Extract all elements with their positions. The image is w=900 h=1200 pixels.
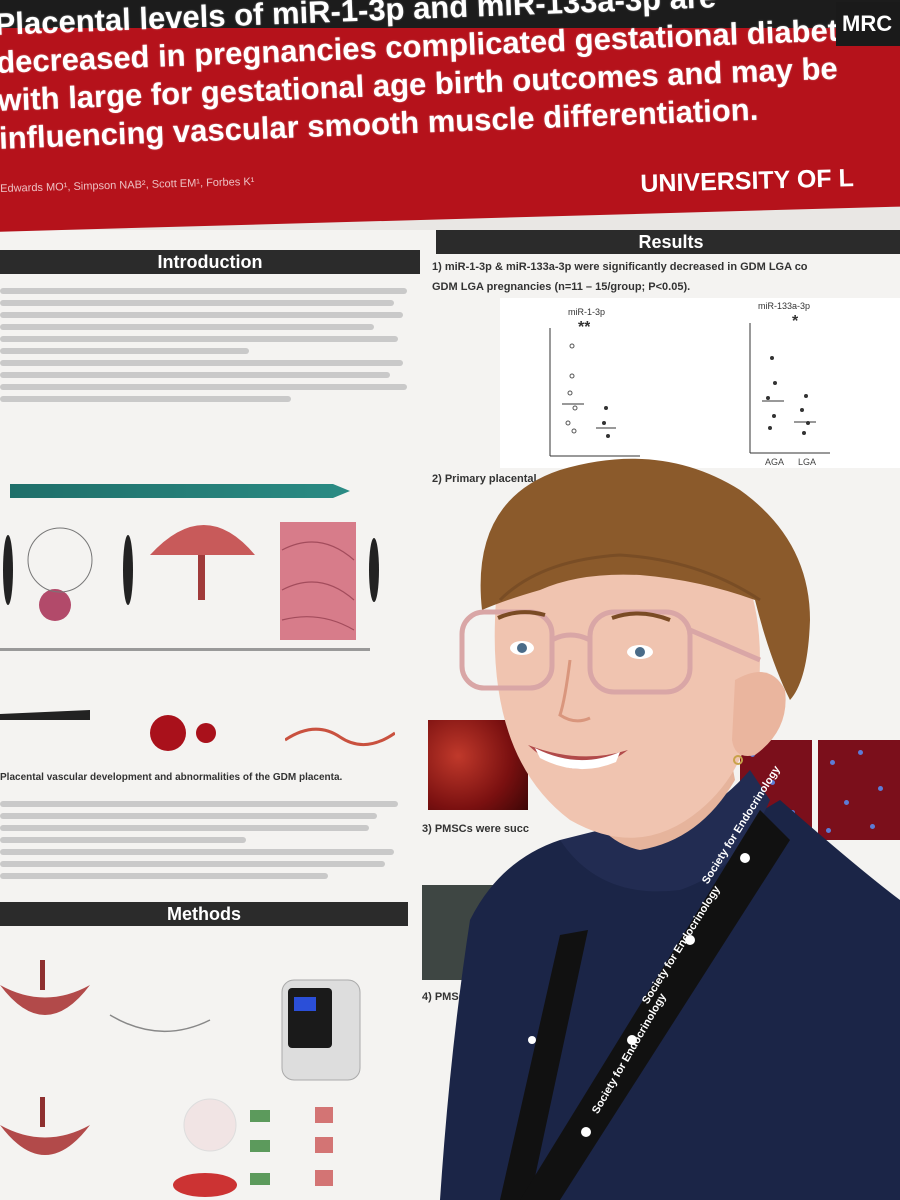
introduction-text <box>0 282 415 462</box>
lanyard-right <box>520 810 790 1200</box>
earring-icon <box>733 755 743 765</box>
introduction-header: Introduction <box>0 250 420 274</box>
mir-chart-panel: miR-1-3p miR-133a-3p ** * <box>500 298 900 468</box>
results-finding-4: 4) PMSC <box>422 991 467 1003</box>
lanyard-left <box>500 930 588 1200</box>
significance-mir1: ** <box>578 320 591 335</box>
significance-mir133: * <box>792 314 799 329</box>
methods-figure <box>0 935 420 1200</box>
results-finding-1: 1) miR-1-3p & miR-133a-3p were significa… <box>432 261 808 273</box>
results-header: Results <box>436 230 900 254</box>
xlabel-lga: LGA <box>798 457 817 467</box>
hair <box>480 458 810 700</box>
xlabel-aga: AGA <box>765 457 785 467</box>
placenta-diagram <box>0 522 379 651</box>
intro-aims-text <box>0 795 410 905</box>
gdm-abnormalities-figure: Placental vascular development and abnor… <box>0 700 420 810</box>
microscopy-image-3 <box>818 740 900 840</box>
results-finding-1b: GDM LGA pregnancies (n=11 – 15/group; P<… <box>432 281 691 293</box>
chart-title-mir1: miR-1-3p <box>568 307 606 317</box>
figure-caption: Placental vascular development and abnor… <box>0 772 343 783</box>
poster-top-edge <box>0 0 900 28</box>
methods-header: Methods <box>0 902 408 926</box>
results-finding-3: 3) PMSCs were succ <box>422 823 529 835</box>
mrc-logo: MRC <box>836 2 900 46</box>
face <box>494 500 760 838</box>
scatter-plots <box>549 323 830 457</box>
chart-title-mir133: miR-133a-3p <box>758 301 811 311</box>
vascularisation-figure <box>0 470 420 710</box>
